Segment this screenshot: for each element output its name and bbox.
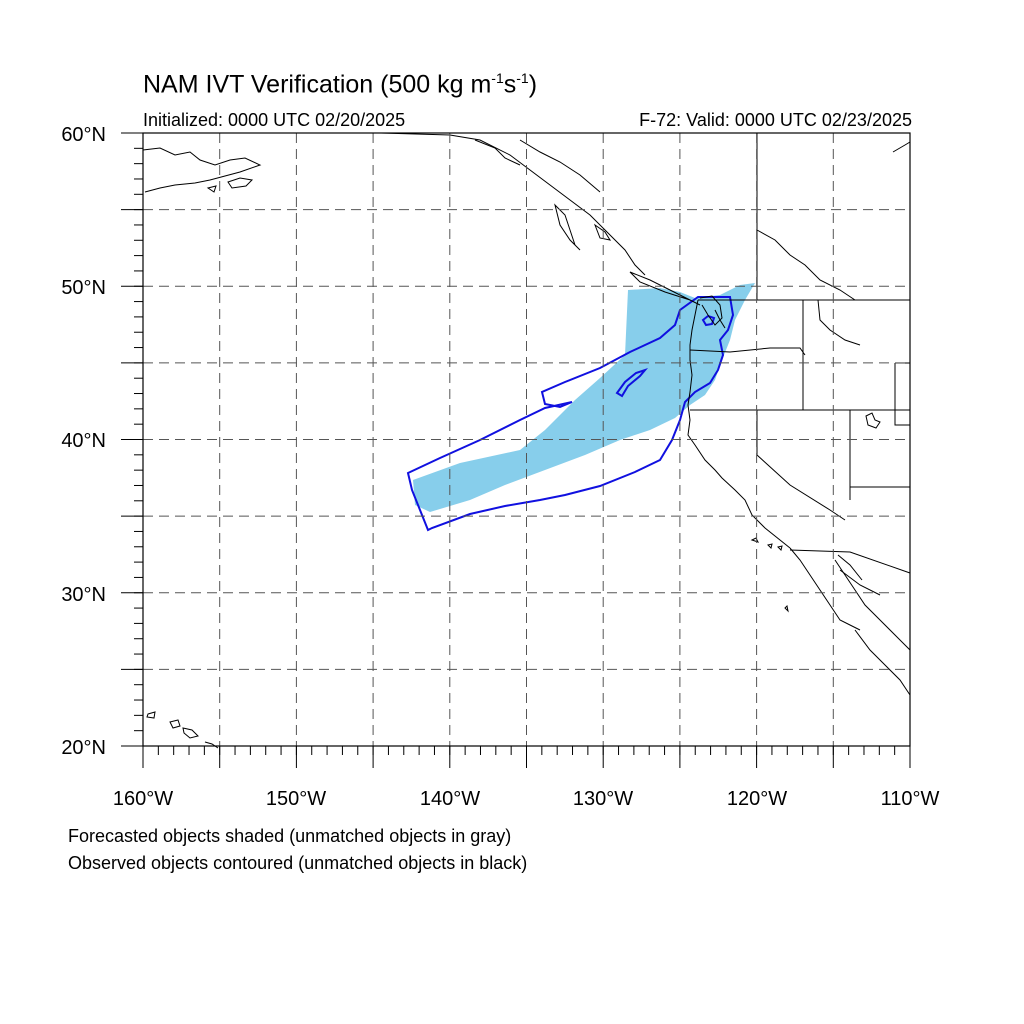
lon-label-160w: 160°W (113, 788, 173, 810)
lon-label-110w: 110°W (881, 788, 940, 810)
lat-label-40: 40°N (61, 430, 106, 452)
init-time-label: Initialized: 0000 UTC 02/20/2025 (143, 110, 406, 130)
latitude-labels: 60°N 50°N 40°N 30°N 20°N (61, 124, 106, 759)
title-exponent-2: -1 (516, 70, 529, 86)
map-title: NAM IVT Verification (500 kg m-1s-1) (143, 70, 537, 99)
lat-label-30: 30°N (61, 584, 106, 606)
observed-ivt-inner-contour (615, 367, 649, 398)
lat-label-50: 50°N (61, 277, 106, 299)
title-text-mid: s (503, 70, 517, 99)
graticule (143, 133, 910, 746)
longitude-labels: 160°W 150°W 140°W 130°W 120°W 110°W (113, 788, 940, 810)
political-borders (689, 133, 911, 596)
lon-label-120w: 120°W (727, 788, 787, 810)
forecast-note: Forecasted objects shaded (unmatched obj… (68, 826, 512, 846)
lat-label-60: 60°N (61, 124, 106, 146)
title-text-close: ) (528, 70, 538, 99)
observed-note: Observed objects contoured (unmatched ob… (68, 853, 528, 873)
axis-ticks (121, 132, 911, 768)
title-exponent-1: -1 (491, 70, 504, 86)
title-text: NAM IVT Verification (500 kg m (143, 70, 492, 99)
lon-label-130w: 130°W (573, 788, 633, 810)
lon-label-150w: 150°W (266, 788, 326, 810)
forecast-ivt-object (413, 283, 755, 512)
lat-label-20: 20°N (61, 737, 106, 759)
observed-ivt-contour (406, 296, 735, 532)
observed-ivt-small-contour (701, 314, 716, 327)
lon-label-140w: 140°W (420, 788, 480, 810)
coastlines (142, 132, 911, 749)
valid-time-label: F-72: Valid: 0000 UTC 02/23/2025 (639, 110, 912, 130)
